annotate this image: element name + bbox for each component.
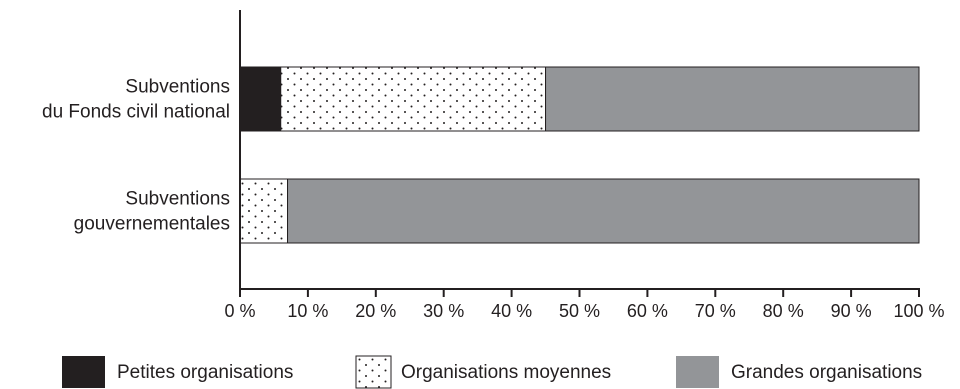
bar-segment [239,66,282,132]
x-tick-label: 90 % [831,301,872,321]
x-tick-label: 20 % [355,301,396,321]
category-label: Subventions [125,77,230,98]
x-tick-label: 70 % [695,301,736,321]
x-tick-label: 40 % [491,301,532,321]
bar-segment [280,66,547,132]
legend-label: Grandes organisations [731,362,922,383]
legend-label: Organisations moyennes [401,362,611,383]
legend-swatch [62,356,105,388]
x-tick-label: 80 % [763,301,804,321]
legend-swatch [355,355,392,389]
legend-swatch [676,356,719,388]
category-label: du Fonds civil national [42,102,230,123]
legend-label: Petites organisations [117,362,293,383]
x-tick-label: 10 % [287,301,328,321]
x-tick-label: 50 % [559,301,600,321]
bar-segment [287,178,920,244]
bar-segment [239,178,289,244]
x-tick-label: 100 % [893,301,944,321]
x-tick-label: 60 % [627,301,668,321]
category-label: Subventions [125,189,230,210]
bar-segment [545,66,920,132]
x-tick-label: 30 % [423,301,464,321]
x-tick-label: 0 % [224,301,255,321]
category-label: gouvernementales [74,214,230,235]
